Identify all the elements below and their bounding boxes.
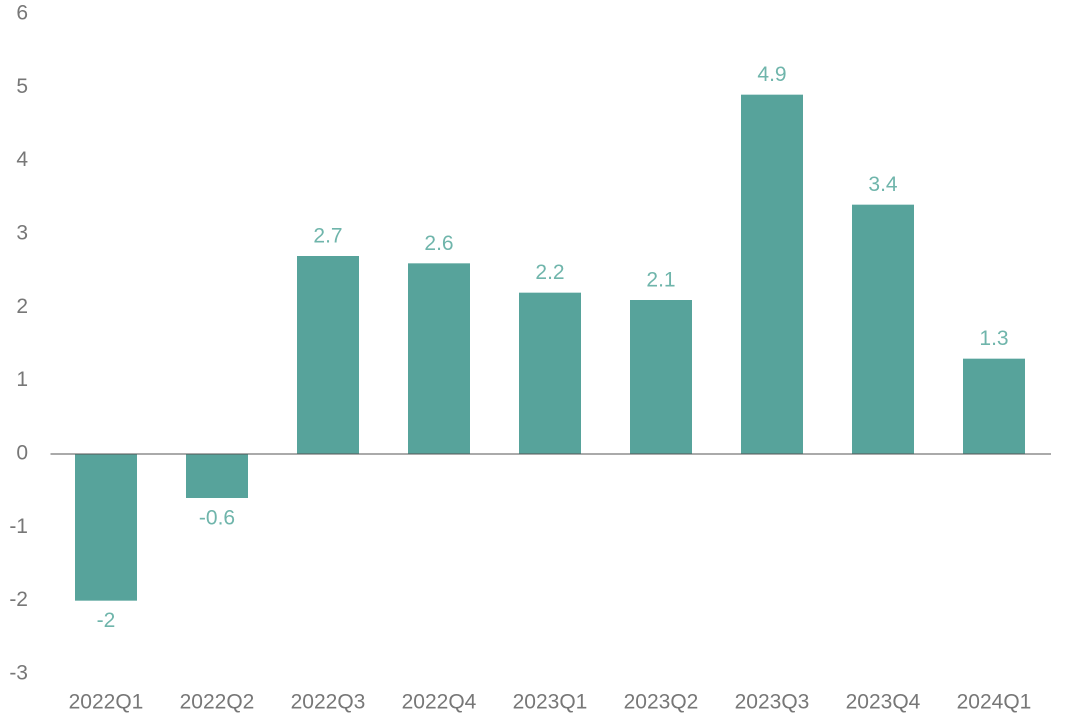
- x-tick-label: 2022Q3: [291, 691, 366, 714]
- bar: [963, 358, 1025, 454]
- value-label: 2.6: [424, 232, 453, 255]
- y-tick-label: -2: [9, 588, 28, 611]
- value-label: 1.3: [979, 327, 1008, 350]
- x-tick-label: 2023Q3: [735, 691, 810, 714]
- x-tick-label: 2023Q1: [513, 691, 588, 714]
- value-label: 2.1: [646, 269, 675, 292]
- bar: [630, 300, 692, 454]
- y-tick-label: 3: [16, 222, 28, 245]
- y-tick-label: 0: [16, 442, 28, 465]
- bar: [519, 292, 581, 454]
- y-tick-label: -1: [9, 515, 28, 538]
- y-tick-label: 2: [16, 295, 28, 318]
- bar: [741, 94, 803, 455]
- bar: [186, 454, 248, 498]
- x-tick-label: 2023Q4: [846, 691, 921, 714]
- y-tick-label: 4: [16, 148, 28, 171]
- x-tick-label: 2023Q2: [624, 691, 699, 714]
- y-tick-label: 6: [16, 2, 28, 25]
- y-tick-label: -3: [9, 662, 28, 685]
- x-tick-label: 2024Q1: [957, 691, 1032, 714]
- value-label: 4.9: [757, 63, 786, 86]
- value-label: -2: [97, 609, 116, 632]
- y-tick-label: 5: [16, 75, 28, 98]
- value-label: 2.7: [313, 225, 342, 248]
- value-label: -0.6: [199, 507, 235, 530]
- bar: [852, 204, 914, 454]
- x-tick-label: 2022Q1: [69, 691, 144, 714]
- x-tick-label: 2022Q4: [402, 691, 477, 714]
- bar: [75, 454, 137, 601]
- bar: [408, 263, 470, 454]
- y-tick-label: 1: [16, 368, 28, 391]
- value-label: 3.4: [868, 173, 898, 196]
- value-label: 2.2: [535, 261, 564, 284]
- x-tick-label: 2022Q2: [180, 691, 255, 714]
- bar: [297, 256, 359, 454]
